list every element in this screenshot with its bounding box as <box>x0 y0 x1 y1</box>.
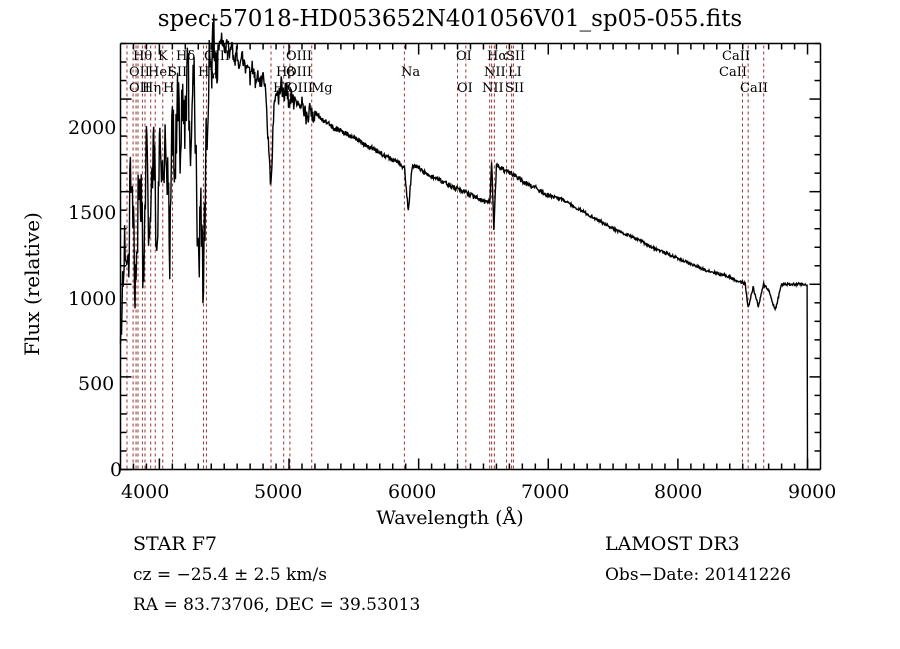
y-tick-label: 1500 <box>68 202 117 224</box>
footer-star-type: STAR F7 <box>133 533 217 555</box>
y-tick-label: 500 <box>78 373 115 395</box>
spectral-line-label: NII <box>482 81 504 96</box>
spectral-line-label: OIII <box>204 49 231 64</box>
x-tick-label: 7000 <box>521 481 570 503</box>
axis-frame <box>119 42 822 471</box>
y-tick-label: 1000 <box>68 288 117 310</box>
spectral-line-label: LI <box>508 65 522 80</box>
spectral-line-label: K <box>158 49 168 64</box>
spectral-line-label: Hβ <box>273 81 292 96</box>
spectral-line-label: SII <box>505 81 525 96</box>
spectral-line-markers <box>126 45 765 470</box>
spectral-line-label: OIII <box>286 65 313 80</box>
spectrum-trace <box>119 14 809 470</box>
spectral-line-label: HeI <box>148 65 173 80</box>
footer-coords: RA = 83.73706, DEC = 39.53013 <box>133 595 421 615</box>
y-tick-label: 0 <box>110 459 123 481</box>
spectral-line-label: OIII <box>287 81 314 96</box>
footer-survey: LAMOST DR3 <box>605 533 740 555</box>
spectral-line-label: OIII <box>286 49 313 64</box>
spectral-line-label: OI <box>457 81 473 96</box>
spectral-line-label: Hα <box>487 49 508 64</box>
spectral-line-label: Hγ <box>198 65 218 80</box>
x-tick-label: 4000 <box>121 481 170 503</box>
x-tick-label: 9000 <box>788 481 837 503</box>
footer-right: LAMOST DR3 Obs−Date: 20141226 <box>605 533 791 585</box>
spectral-line-label: Mg <box>311 81 333 96</box>
spectral-line-label: OII <box>129 81 150 96</box>
page-title: spec-57018-HD053652N401056V01_sp05-055.f… <box>157 6 743 32</box>
x-tick-label: 5000 <box>254 481 303 503</box>
spectral-line-label: SII <box>506 49 526 64</box>
spectral-line-label: OII <box>129 65 150 80</box>
spectral-line-label: Hθ <box>133 49 153 64</box>
spectral-line-label: NII <box>484 65 506 80</box>
spectral-line-label: CaII <box>719 65 747 80</box>
spectral-line-label: CaII <box>740 81 768 96</box>
footer-obs-date: Obs−Date: 20141226 <box>605 565 792 585</box>
footer-left: STAR F7 cz = −25.4 ± 2.5 km/s RA = 83.73… <box>133 533 420 615</box>
spectral-line-label: H <box>163 81 175 96</box>
spectral-line-label: Hβ <box>276 65 295 80</box>
spectral-line-label: SII <box>168 65 188 80</box>
footer-cz: cz = −25.4 ± 2.5 km/s <box>133 565 327 585</box>
spectral-line-label: Hδ <box>176 49 196 64</box>
x-tick-label: 6000 <box>388 481 437 503</box>
spectral-line-label: Hη <box>142 81 162 96</box>
spectral-line-label: CaII <box>722 49 750 64</box>
y-tick-label: 2000 <box>68 117 117 139</box>
x-axis-label: Wavelength (Å) <box>376 507 524 529</box>
x-tick-label: 8000 <box>654 481 703 503</box>
spectral-line-label: OI <box>456 49 472 64</box>
spectral-line-label: Na <box>401 65 421 80</box>
